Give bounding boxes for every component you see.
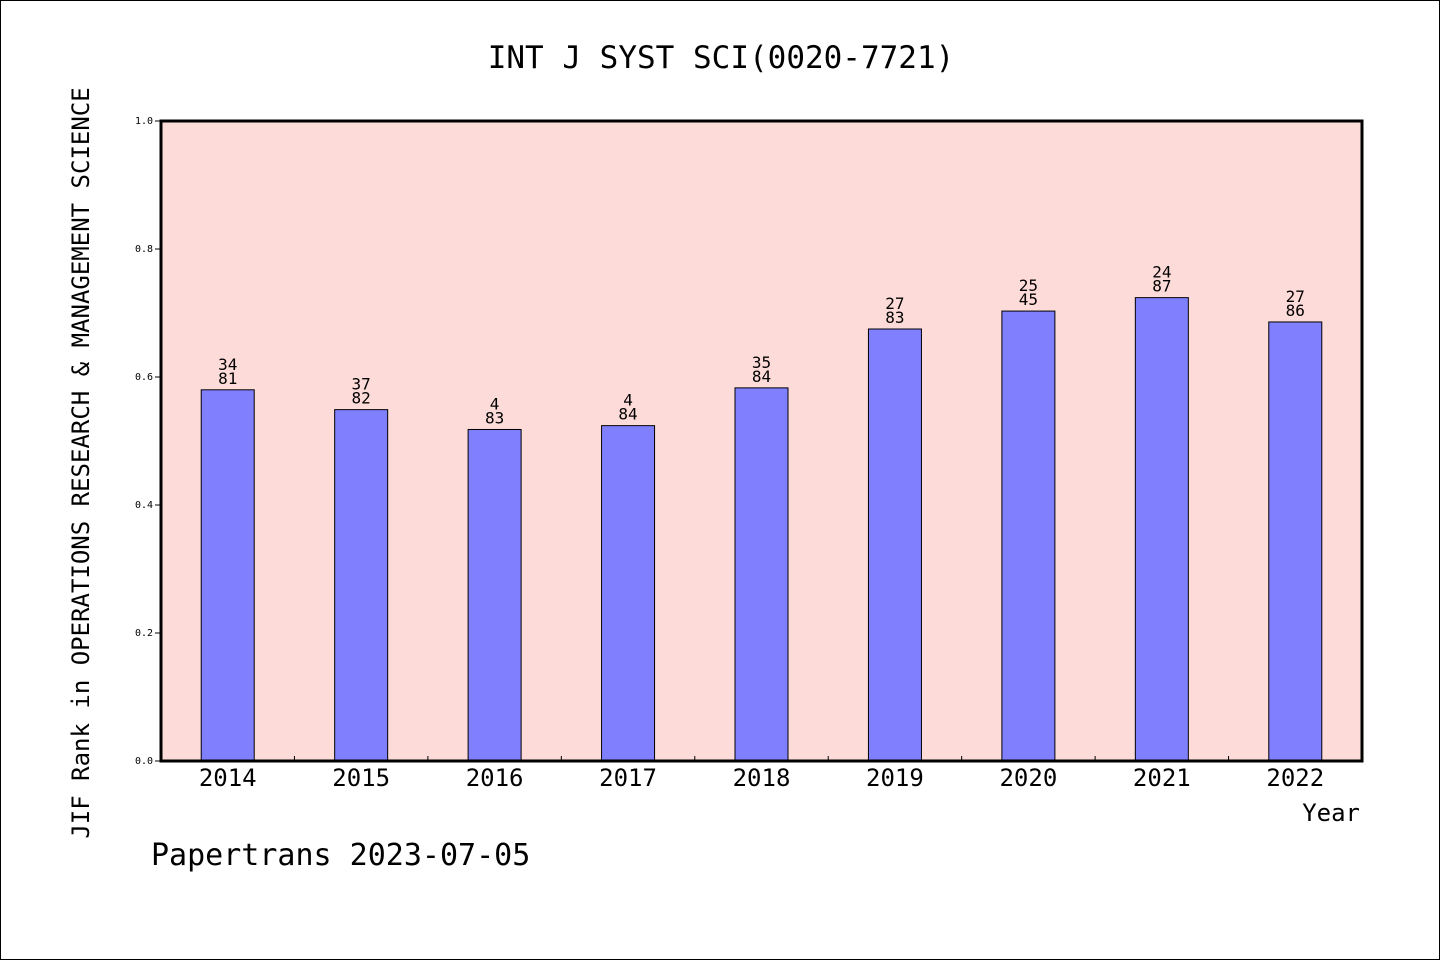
- bar-label-total-2017: 84: [618, 405, 637, 424]
- bar-label-total-2022: 86: [1286, 301, 1305, 320]
- y-tick-label: 0.2: [135, 628, 153, 639]
- bar-label-total-2019: 83: [885, 308, 904, 327]
- x-tick-label-2015: 2015: [332, 764, 390, 792]
- y-tick-label: 0.0: [135, 756, 153, 767]
- bar-label-rank-2017: 4: [623, 391, 633, 410]
- x-axis-label: Year: [1302, 799, 1360, 827]
- bar-label-rank-2021: 24: [1152, 263, 1171, 282]
- bar-2021: [1134, 297, 1189, 762]
- bar-label-total-2016: 83: [485, 408, 504, 427]
- x-tick-label-2019: 2019: [866, 764, 924, 792]
- plot-border: [159, 119, 1364, 763]
- bar-label-rank-2019: 27: [885, 294, 904, 313]
- x-tick-label-2016: 2016: [466, 764, 524, 792]
- chart-title: INT J SYST SCI(0020-7721): [488, 40, 955, 76]
- y-axis-ticks: 0.0 0.2 0.4 0.6 0.8 1.0: [135, 116, 161, 767]
- x-tick-label-2021: 2021: [1133, 764, 1191, 792]
- y-axis-label: JIF Rank in OPERATIONS RESEARCH & MANAGE…: [67, 87, 95, 838]
- bar-2019: [867, 328, 922, 762]
- footer-stamp: Papertrans 2023-07-05: [151, 838, 530, 873]
- bar-label-total-2021: 87: [1152, 277, 1171, 296]
- y-tick-label: 1.0: [135, 116, 153, 127]
- bar-2018: [734, 387, 789, 762]
- bar-label-rank-2014: 34: [218, 355, 237, 374]
- bar-2017: [601, 425, 656, 762]
- x-tick-label-2017: 2017: [599, 764, 657, 792]
- bars: [200, 297, 1323, 762]
- bar-label-rank-2022: 27: [1286, 287, 1305, 306]
- x-tick-label-2018: 2018: [733, 764, 791, 792]
- bar-2022: [1268, 321, 1323, 762]
- bar-label-rank-2020: 25: [1019, 276, 1038, 295]
- bar-label-total-2020: 45: [1019, 290, 1038, 309]
- y-tick-label: 0.8: [135, 244, 153, 255]
- bar-label-total-2018: 84: [752, 367, 771, 386]
- bar-2014: [200, 389, 255, 762]
- bar-label-total-2014: 81: [218, 369, 237, 388]
- bar-label-rank-2015: 37: [352, 375, 371, 394]
- bar-2016: [467, 428, 522, 762]
- x-tick-label-2014: 2014: [199, 764, 257, 792]
- y-tick-label: 0.4: [135, 500, 153, 511]
- bar-label-rank-2016: 4: [490, 394, 500, 413]
- x-tick-label-2020: 2020: [999, 764, 1057, 792]
- bar-2015: [334, 409, 389, 762]
- x-axis-ticks: 2014 2015 2016 2017 2018 2019 2020 2021 2022: [199, 756, 1324, 792]
- y-tick-label: 0.6: [135, 372, 153, 383]
- x-tick-label-2022: 2022: [1266, 764, 1324, 792]
- bar-2020: [1001, 310, 1056, 762]
- bar-label-total-2015: 82: [352, 389, 371, 408]
- bar-label-rank-2018: 35: [752, 353, 771, 372]
